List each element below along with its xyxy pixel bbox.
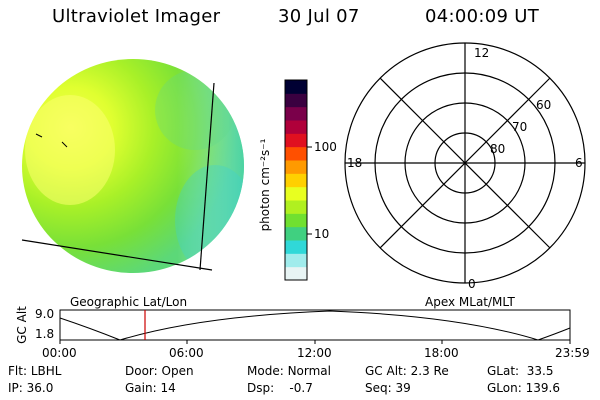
info-glat: GLat: 33.5 [487, 364, 554, 378]
info-door: Door: Open [125, 364, 194, 378]
colorbar-swatch [285, 253, 307, 268]
mlt-label-18: 18 [347, 156, 363, 170]
mlt-label-6: 6 [575, 156, 583, 170]
colorbar-swatch [285, 200, 307, 214]
info-ip: IP: 36.0 [8, 381, 54, 395]
colorbar-swatch [285, 226, 307, 241]
timeline-xtick: 18:00 [424, 346, 459, 360]
info-gc-alt: GC Alt: 2.3 Re [365, 364, 449, 378]
colorbar-swatch [285, 213, 307, 228]
info-mode: Mode: Normal [247, 364, 331, 378]
timeline-ytick: 9.0 [35, 307, 55, 321]
time-label: 04:00:09 UT [425, 6, 540, 27]
colorbar-swatch [285, 173, 307, 188]
mlat-label-70: 70 [512, 120, 528, 134]
colorbar-swatch [285, 133, 307, 148]
colorbar-swatch [285, 120, 307, 134]
info-seq: Seq: 39 [365, 381, 411, 395]
timeline-xtick: 00:00 [42, 346, 77, 360]
altitude-timeline [59, 309, 571, 344]
mlat-label-80: 80 [490, 142, 506, 156]
info-dsp: Dsp: -0.7 [247, 381, 313, 395]
colorbar-swatch [285, 266, 307, 281]
colorbar-tick-label: 10 [314, 227, 330, 241]
colorbar-swatch [285, 80, 307, 94]
colorbar-swatch [285, 240, 307, 254]
geographic-panel-label: Geographic Lat/Lon [70, 295, 188, 309]
coastline-mark [61, 141, 68, 148]
colorbar-tick-label: 100 [314, 140, 337, 154]
mlt-label-0: 0 [468, 277, 476, 291]
earth-disk-image [21, 59, 244, 273]
timeline-xtick: 23:59 [555, 346, 590, 360]
colorbar-swatch [285, 106, 307, 121]
colorbar-swatch [285, 160, 307, 174]
mlt-label-12: 12 [474, 46, 490, 60]
colorbar [284, 79, 312, 281]
timeline-ytick: 1.8 [35, 327, 55, 341]
colorbar-swatch [285, 186, 307, 201]
mlat-label-60: 60 [536, 98, 552, 112]
timeline-ylabel: GC Alt [15, 306, 29, 344]
info-flt: Flt: LBHL [8, 364, 62, 378]
info-gain: Gain: 14 [125, 381, 176, 395]
polar-diagonal [379, 77, 551, 249]
longitude-line [199, 82, 215, 271]
date-label: 30 Jul 07 [278, 6, 360, 27]
latitude-line [21, 239, 213, 271]
coastline-mark [35, 133, 43, 138]
colorbar-unit-label: photon cm⁻²s⁻¹ [258, 138, 272, 232]
timeline-xtick: 12:00 [297, 346, 332, 360]
info-glon: GLon: 139.6 [487, 381, 560, 395]
instrument-title: Ultraviolet Imager [52, 6, 221, 27]
altitude-curve [59, 310, 571, 341]
timeline-xtick: 06:00 [169, 346, 204, 360]
colorbar-swatch [285, 93, 307, 108]
polar-panel-label: Apex MLat/MLT [425, 295, 515, 309]
polar-plot [344, 42, 586, 284]
colorbar-swatch [285, 146, 307, 161]
